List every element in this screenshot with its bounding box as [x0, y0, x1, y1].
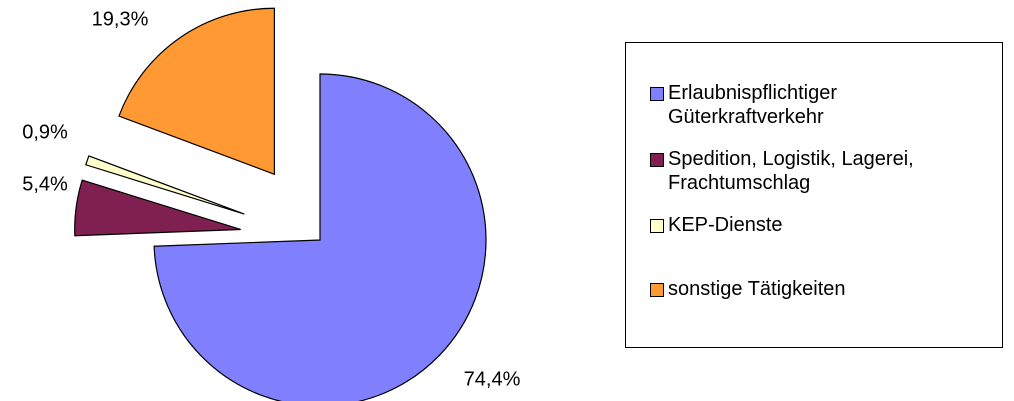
legend-item: Spedition, Logistik, Lagerei, Frachtumsc…	[650, 147, 1002, 195]
pie-slice	[74, 179, 241, 237]
data-label: 74,4%	[464, 368, 521, 390]
legend-item: sonstige Tätigkeiten	[650, 277, 1002, 301]
legend-label: sonstige Tätigkeiten	[668, 278, 846, 300]
legend: Erlaubnispflichtiger Güterkraftverkehr Sp…	[625, 42, 1003, 348]
legend-swatch	[650, 219, 664, 233]
legend-swatch	[650, 153, 664, 167]
data-label: 19,3%	[92, 8, 149, 30]
pie-slice	[118, 7, 276, 176]
pie-slice	[153, 73, 487, 401]
pie-slice	[85, 155, 245, 215]
legend-item: Erlaubnispflichtiger Güterkraftverkehr	[650, 81, 1002, 129]
pie-area: 74,4% 5,4% 0,9% 19,3%	[22, 7, 521, 401]
data-label: 0,9%	[22, 121, 68, 143]
legend-item: KEP-Dienste	[650, 213, 1002, 237]
legend-label: KEP-Dienste	[668, 214, 783, 236]
data-label: 5,4%	[22, 173, 68, 195]
legend-label: Erlaubnispflichtiger Güterkraftverkehr	[668, 82, 837, 128]
legend-label: Spedition, Logistik, Lagerei, Frachtumsc…	[668, 148, 914, 194]
legend-swatch	[650, 283, 664, 297]
legend-swatch	[650, 87, 664, 101]
